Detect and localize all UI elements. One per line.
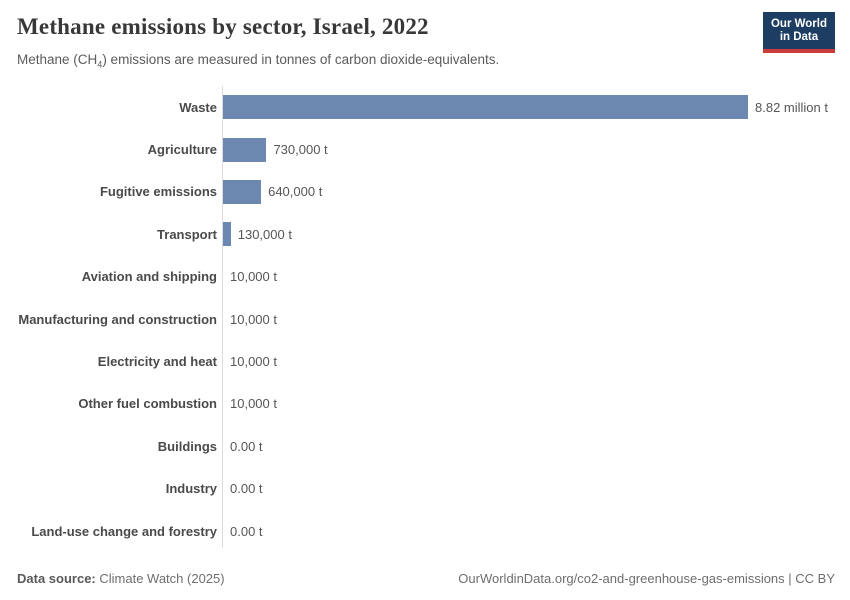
owid-logo-line2: in Data: [779, 31, 819, 43]
category-label: Agriculture: [147, 142, 217, 158]
bar-row: Electricity and heat 10,000 t: [0, 340, 850, 382]
bar-row: Fugitive emissions 640,000 t: [0, 171, 850, 213]
bar-row: Waste 8.82 million t: [0, 86, 850, 128]
bar-row: Land-use change and forestry 0.00 t: [0, 510, 850, 552]
bar[interactable]: [223, 95, 748, 120]
bar-chart: Waste 8.82 million t Agriculture 730,000…: [0, 86, 850, 552]
category-label: Fugitive emissions: [99, 184, 217, 200]
bar[interactable]: [223, 137, 267, 162]
category-label: Waste: [179, 99, 217, 115]
value-label: 0.00 t: [230, 481, 263, 497]
bar-row: Agriculture 730,000 t: [0, 128, 850, 170]
owid-logo[interactable]: Our World in Data: [762, 12, 835, 53]
data-source: Data source: Climate Watch (2025): [17, 571, 225, 586]
bar-row: Manufacturing and construction 10,000 t: [0, 298, 850, 340]
bar-row: Aviation and shipping 10,000 t: [0, 256, 850, 298]
value-label: 0.00 t: [230, 523, 263, 539]
page-title: Methane emissions by sector, Israel, 202…: [17, 14, 429, 39]
category-label: Aviation and shipping: [81, 269, 217, 285]
data-source-label: Data source:: [17, 571, 96, 586]
bar[interactable]: [223, 222, 231, 247]
category-label: Land-use change and forestry: [31, 523, 217, 539]
bar-row: Buildings 0.00 t: [0, 425, 850, 467]
bar-row: Other fuel combustion 10,000 t: [0, 383, 850, 425]
category-label: Industry: [165, 481, 217, 497]
value-label: 640,000 t: [268, 184, 323, 200]
category-label: Other fuel combustion: [78, 396, 217, 412]
y-axis-line: [222, 86, 223, 548]
value-label: 10,000 t: [230, 311, 277, 327]
category-label: Electricity and heat: [97, 354, 217, 370]
value-label: 10,000 t: [230, 269, 277, 285]
value-label: 10,000 t: [230, 354, 277, 370]
value-label: 0.00 t: [230, 438, 263, 454]
category-label: Manufacturing and construction: [18, 311, 217, 327]
bar[interactable]: [223, 179, 262, 204]
bar-row: Transport 130,000 t: [0, 213, 850, 255]
value-label: 130,000 t: [237, 226, 292, 242]
value-label: 730,000 t: [273, 142, 328, 158]
credit-link[interactable]: OurWorldinData.org/co2-and-greenhouse-ga…: [458, 571, 835, 586]
bar-row: Industry 0.00 t: [0, 468, 850, 510]
category-label: Transport: [157, 226, 217, 242]
chart-footer: Data source: Climate Watch (2025) OurWor…: [17, 571, 835, 586]
category-label: Buildings: [157, 438, 217, 454]
owid-logo-line1: Our World: [770, 18, 827, 30]
data-source-value: Climate Watch (2025): [95, 571, 225, 586]
chart-subtitle: Methane (CH4) emissions are measured in …: [17, 52, 500, 70]
value-label: 8.82 million t: [755, 99, 828, 115]
value-label: 10,000 t: [230, 396, 277, 412]
